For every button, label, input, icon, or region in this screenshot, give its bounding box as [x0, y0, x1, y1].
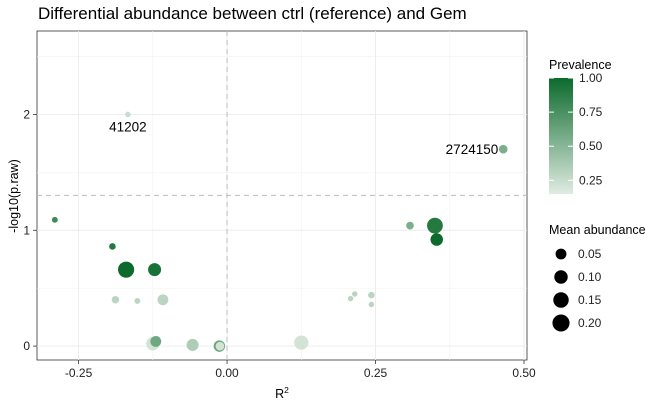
- size-legend-label: 0.20: [578, 316, 602, 330]
- data-point: [148, 263, 162, 277]
- size-legend-key: [553, 292, 569, 308]
- x-tick-label: 0.50: [512, 366, 536, 380]
- y-tick-label: 2: [23, 107, 30, 121]
- data-point: [215, 341, 225, 351]
- data-point: [186, 338, 199, 351]
- data-point: [430, 233, 443, 246]
- x-axis-title-superscript: 2: [284, 385, 289, 395]
- data-point: [134, 297, 141, 304]
- data-point: [368, 291, 375, 299]
- prevalence-legend: Prevalence 0.25 0.50 0.75 1.00: [549, 58, 612, 194]
- data-point: [150, 336, 162, 347]
- y-axis: 0 1 2: [23, 107, 37, 353]
- data-point: [109, 243, 116, 250]
- size-legend-key: [554, 270, 568, 284]
- grid-minor: [37, 31, 527, 360]
- abundance-legend-keys: 0.05 0.10 0.15 0.20: [552, 247, 602, 332]
- colorbar-tick-label: 0.75: [579, 105, 603, 119]
- size-legend-key: [555, 248, 567, 260]
- abundance-legend-title: Mean abundance: [549, 223, 646, 237]
- x-tick-label: -0.25: [65, 366, 93, 380]
- point-label: 41202: [109, 119, 147, 134]
- size-legend-label: 0.05: [578, 247, 602, 261]
- x-tick-label: 0.25: [364, 366, 388, 380]
- x-axis-title: R2: [275, 385, 289, 401]
- colorbar-tick-label: 0.50: [579, 139, 603, 153]
- scatter-points: [51, 111, 508, 352]
- data-point: [352, 291, 358, 297]
- x-axis: -0.25 0.00 0.25 0.50: [65, 360, 536, 380]
- reference-lines: [37, 31, 527, 360]
- y-axis-title: -log10(p.raw): [7, 159, 21, 233]
- data-point: [51, 216, 58, 223]
- data-point: [427, 217, 443, 234]
- size-legend-key: [552, 314, 570, 332]
- prevalence-colorbar: [549, 78, 573, 194]
- data-point: [498, 144, 508, 154]
- point-annotations: 41202 2724150: [109, 119, 498, 157]
- x-tick-label: 0.00: [215, 366, 239, 380]
- data-point: [294, 335, 309, 350]
- colorbar-tick-label: 0.25: [579, 173, 603, 187]
- data-point: [111, 296, 120, 304]
- chart-title: Differential abundance between ctrl (ref…: [38, 4, 467, 23]
- data-point: [368, 301, 375, 308]
- data-point: [118, 261, 135, 278]
- abundance-legend: Mean abundance 0.05 0.10 0.15 0.20: [549, 223, 646, 332]
- data-point: [406, 221, 414, 230]
- prevalence-colorbar-ticks: 0.25 0.50 0.75 1.00: [549, 71, 603, 187]
- size-legend-label: 0.15: [578, 293, 602, 307]
- point-label: 2724150: [446, 142, 499, 157]
- y-tick-label: 1: [23, 223, 30, 237]
- x-axis-title-text: R: [275, 387, 284, 401]
- data-point: [125, 111, 131, 118]
- data-point: [347, 295, 354, 302]
- prevalence-legend-title: Prevalence: [549, 58, 612, 72]
- colorbar-tick-label: 1.00: [579, 71, 603, 85]
- y-tick-label: 0: [23, 339, 30, 353]
- size-legend-label: 0.10: [578, 270, 602, 284]
- data-point: [157, 294, 169, 306]
